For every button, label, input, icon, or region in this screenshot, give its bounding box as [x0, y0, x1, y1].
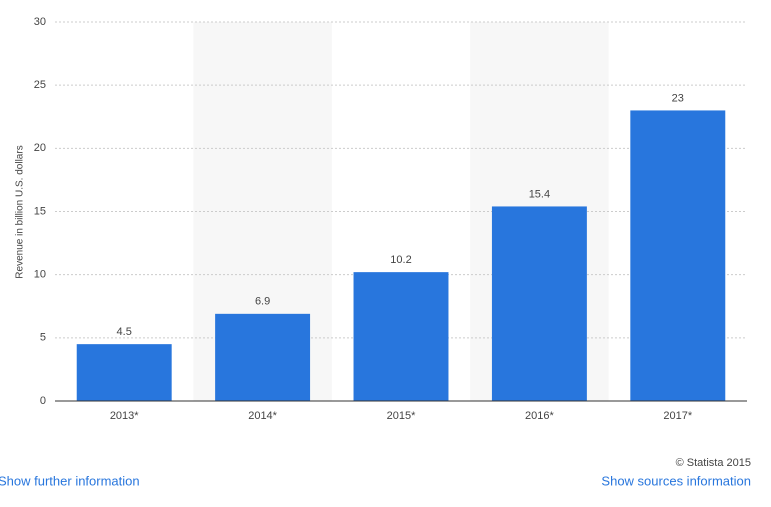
bar — [630, 110, 726, 401]
value-label: 4.5 — [117, 326, 132, 338]
sources-link[interactable]: Show sources information — [601, 473, 751, 488]
y-tick-label: 15 — [34, 205, 46, 217]
value-label: 15.4 — [529, 188, 550, 200]
copyright: © Statista 2015 — [676, 457, 751, 469]
value-label: 10.2 — [390, 254, 411, 266]
y-tick-label: 30 — [34, 16, 46, 28]
bar — [353, 272, 449, 401]
x-tick-label: 2017* — [663, 410, 692, 422]
value-label: 23 — [672, 92, 684, 104]
bar — [76, 344, 172, 401]
value-label: 6.9 — [255, 296, 270, 308]
x-tick-label: 2016* — [525, 410, 554, 422]
bar — [491, 206, 587, 401]
x-tick-label: 2013* — [110, 410, 139, 422]
x-tick-label: 2014* — [248, 410, 277, 422]
further-info-link[interactable]: Show further information — [0, 473, 140, 488]
y-tick-label: 0 — [40, 395, 46, 407]
y-tick-label: 20 — [34, 142, 46, 154]
y-tick-label: 10 — [34, 269, 46, 281]
x-tick-label: 2015* — [387, 410, 416, 422]
bar — [215, 313, 311, 401]
y-tick-label: 5 — [40, 332, 46, 344]
y-axis-title: Revenue in billion U.S. dollars — [15, 145, 26, 278]
y-tick-label: 25 — [34, 79, 46, 91]
